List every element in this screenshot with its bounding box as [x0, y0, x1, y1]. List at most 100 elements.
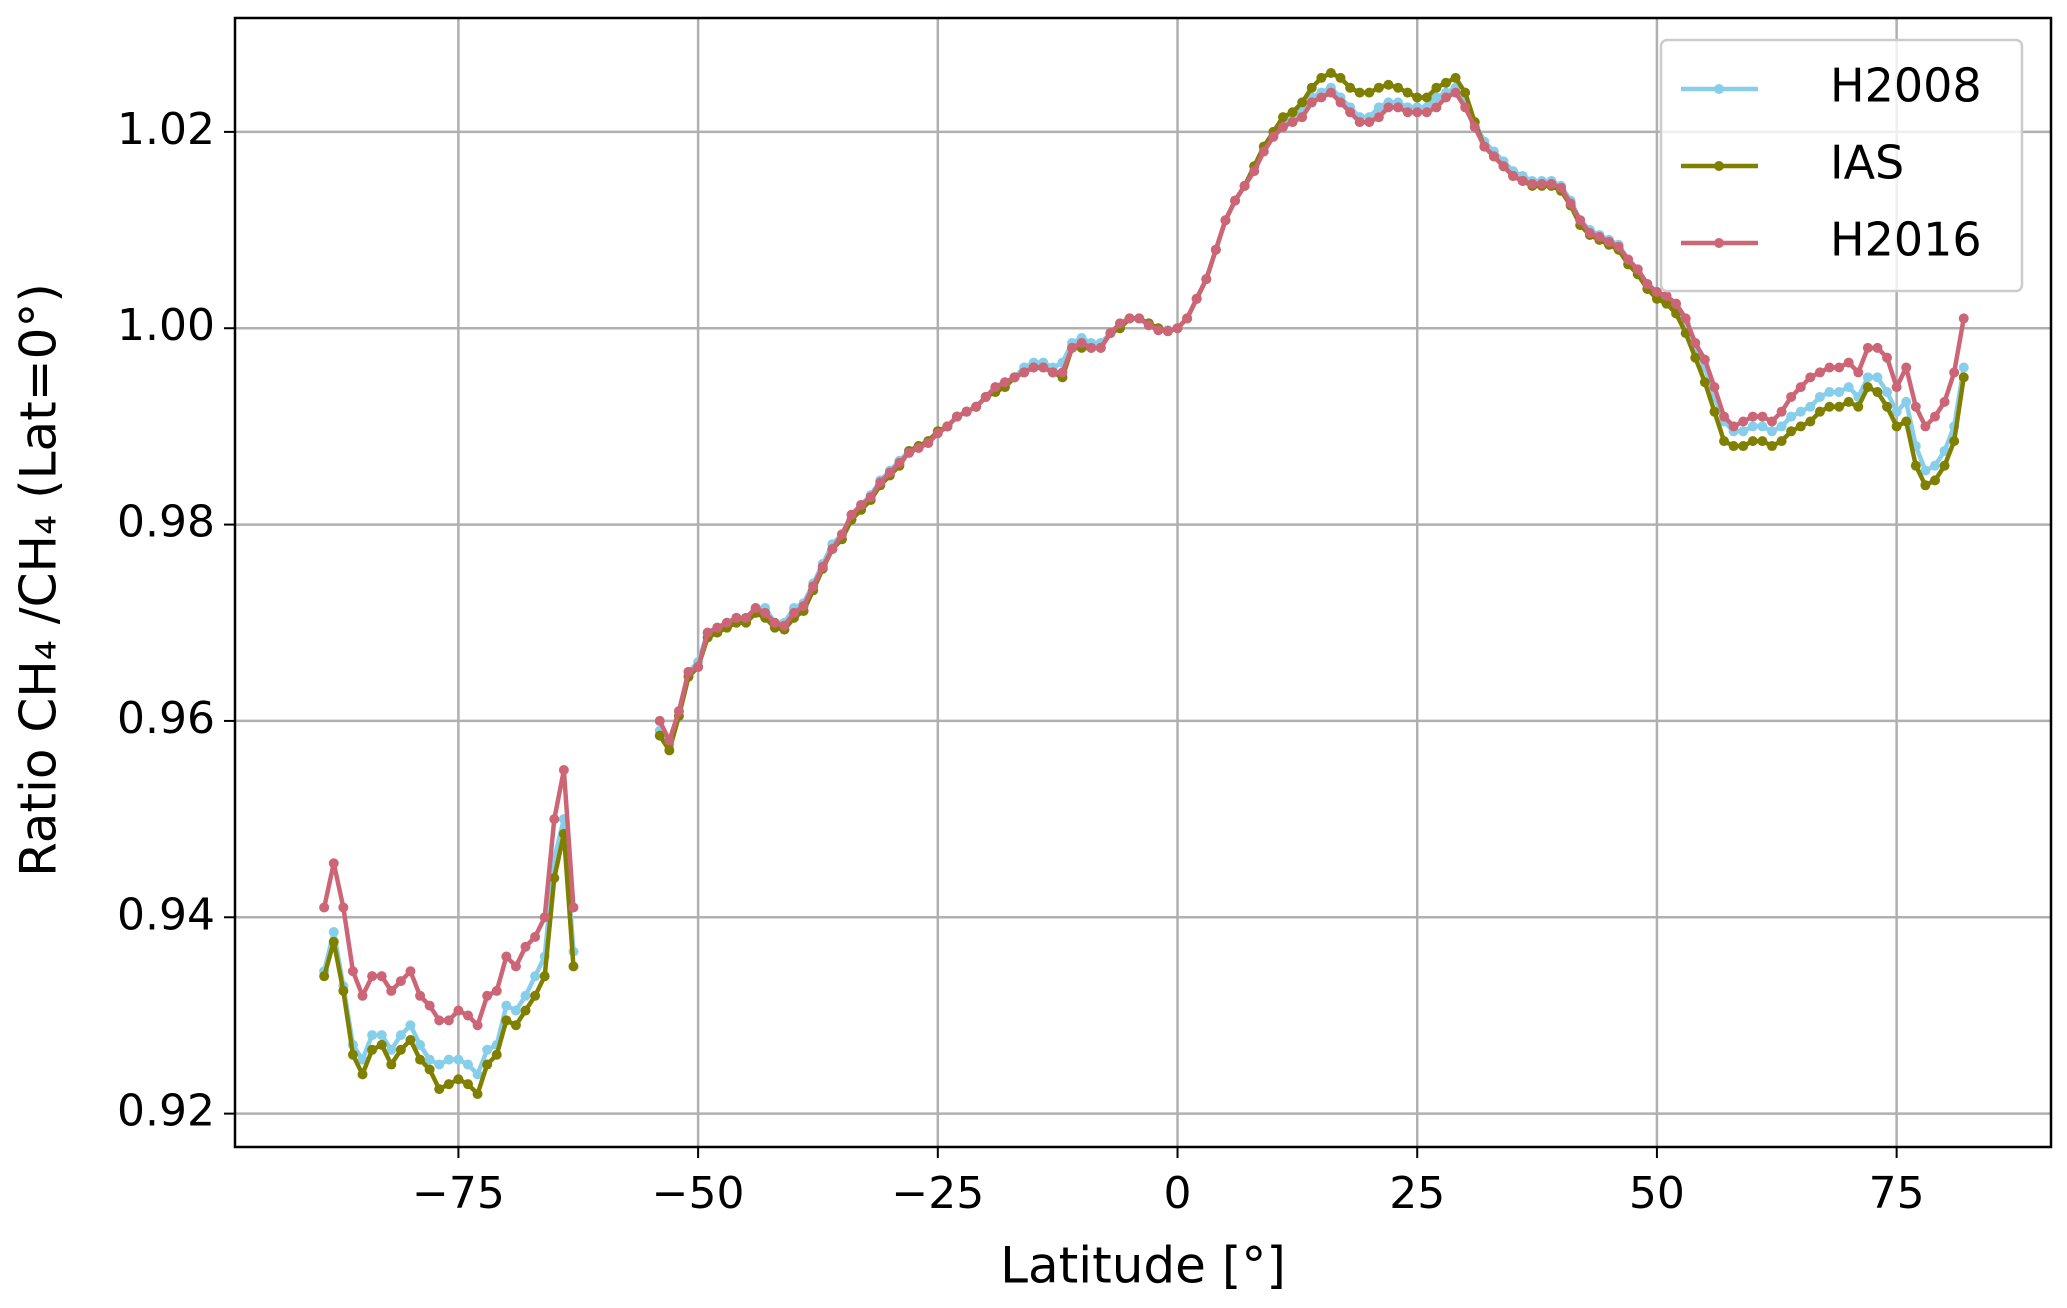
point — [750, 603, 761, 614]
point — [1690, 337, 1701, 348]
point — [462, 1010, 473, 1021]
point — [1872, 372, 1883, 383]
point — [1306, 97, 1317, 108]
point — [501, 951, 512, 962]
point — [472, 1088, 483, 1099]
point — [731, 612, 742, 623]
point — [1038, 362, 1049, 373]
point — [1412, 92, 1423, 103]
point — [1095, 342, 1106, 353]
point — [386, 1044, 397, 1055]
point — [664, 745, 675, 756]
point — [1210, 244, 1221, 255]
point — [510, 1020, 521, 1031]
point — [386, 1059, 397, 1070]
point — [702, 627, 713, 638]
point — [1699, 377, 1710, 388]
point — [1882, 352, 1893, 363]
point — [443, 1015, 454, 1026]
point — [1191, 293, 1202, 304]
point — [942, 421, 953, 432]
point — [510, 961, 521, 972]
point — [424, 1054, 435, 1065]
point — [1805, 401, 1816, 412]
point — [683, 666, 694, 677]
point — [1719, 411, 1730, 422]
legend-box — [1659, 38, 2024, 293]
point — [913, 443, 924, 454]
point — [453, 1054, 464, 1065]
point — [568, 961, 579, 972]
point — [328, 858, 339, 869]
point — [1719, 436, 1730, 447]
point — [712, 622, 723, 633]
point — [1383, 102, 1394, 113]
point — [491, 985, 502, 996]
point — [1920, 421, 1931, 432]
point — [434, 1059, 445, 1070]
point — [1824, 401, 1835, 412]
point — [1565, 198, 1576, 209]
point — [1325, 87, 1336, 98]
point — [1220, 215, 1231, 226]
point — [1939, 460, 1950, 471]
point — [376, 971, 387, 982]
point — [1709, 382, 1720, 393]
point — [1124, 313, 1135, 324]
point — [328, 936, 339, 947]
point — [1862, 382, 1873, 393]
point — [1949, 367, 1960, 378]
point — [1393, 102, 1404, 113]
point — [654, 730, 665, 741]
point — [1373, 102, 1384, 113]
point — [443, 1079, 454, 1090]
point — [1421, 107, 1432, 118]
point — [1584, 228, 1595, 239]
point — [827, 544, 838, 555]
plot-frame — [233, 16, 2053, 1149]
point — [319, 902, 330, 913]
point — [1891, 406, 1902, 417]
point — [817, 561, 828, 572]
point — [434, 1015, 445, 1026]
point — [1920, 480, 1931, 491]
point — [1076, 337, 1087, 348]
point — [1738, 441, 1749, 452]
point — [347, 966, 358, 977]
point — [673, 706, 684, 717]
point — [482, 990, 493, 1001]
point — [1805, 372, 1816, 383]
point — [1556, 182, 1567, 193]
x-tick-label: −75 — [412, 1168, 505, 1219]
point — [1421, 92, 1432, 103]
point — [1364, 87, 1375, 98]
point — [491, 1049, 502, 1060]
point — [1114, 318, 1125, 329]
point — [1047, 367, 1058, 378]
point — [415, 990, 426, 1001]
point — [1450, 87, 1461, 98]
point — [904, 447, 915, 458]
legend-label: H2016 — [1830, 213, 1982, 267]
point — [1709, 406, 1720, 417]
point — [1843, 396, 1854, 407]
point — [1297, 97, 1308, 108]
point — [415, 1054, 426, 1065]
point — [376, 1039, 387, 1050]
point — [990, 382, 1001, 393]
point — [1354, 87, 1365, 98]
point — [1814, 391, 1825, 402]
point — [558, 765, 569, 776]
point — [1738, 416, 1749, 427]
point — [1920, 465, 1931, 476]
point — [1009, 372, 1020, 383]
point — [1172, 323, 1183, 334]
point — [1508, 171, 1519, 182]
point — [798, 601, 809, 612]
point — [338, 902, 349, 913]
point — [1239, 180, 1250, 191]
point — [1738, 426, 1749, 437]
point — [1853, 401, 1864, 412]
point — [1814, 406, 1825, 417]
y-tick-label: 0.92 — [117, 1086, 215, 1137]
